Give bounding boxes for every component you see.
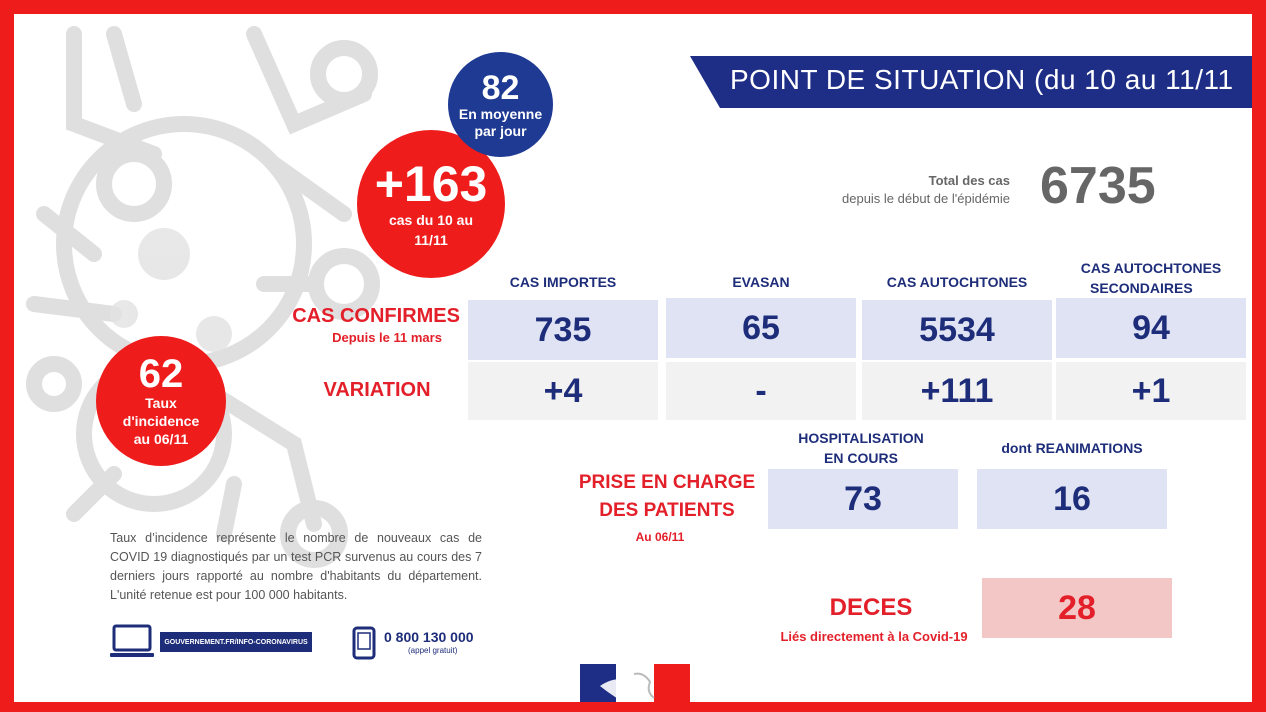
col-header-autochtones: CAS AUTOCHTONES [862, 272, 1052, 292]
average-label-line2: par jour [474, 122, 527, 139]
col-header-evasan-line1: EVASAN [732, 274, 790, 290]
hosp-header-line1: HOSPITALISATION [798, 430, 924, 446]
secondaires-value: 94 [1056, 298, 1246, 358]
imported-variation: +4 [468, 362, 658, 420]
laptop-icon [110, 624, 154, 657]
patients-label-line1: PRISE EN CHARGE [578, 472, 756, 493]
rea-value: 16 [977, 469, 1167, 529]
virus-background-illustration [26, 26, 380, 568]
autochtones-variation: +111 [862, 362, 1052, 420]
total-label-line2: depuis le début de l'épidémie [842, 191, 1010, 206]
col-header-secondaires: CAS AUTOCHTONES SECONDAIRES [1056, 258, 1246, 298]
deaths-label: DECES [829, 594, 913, 621]
new-cases-circle: +163 cas du 10 au 11/11 [357, 130, 505, 278]
average-label-line1: En moyenne [458, 105, 543, 122]
confirmed-sublabel: Depuis le 11 mars [332, 330, 442, 345]
evasan-variation: - [666, 362, 856, 420]
col-header-evasan: EVASAN [666, 272, 856, 292]
new-cases-value: +163 [374, 156, 488, 212]
incidence-label-line3: au 06/11 [133, 431, 189, 447]
autochtones-value: 5534 [862, 300, 1052, 360]
title-banner [690, 56, 1252, 108]
total-label-line1: Total des cas [928, 173, 1010, 188]
banner-title: POINT DE SITUATION (du 10 au 11/11 [730, 64, 1234, 95]
hosp-header-line2: EN COURS [824, 450, 898, 466]
new-cases-label: cas du 10 au 11/11 [388, 212, 474, 248]
phone-note: (appel gratuit) [408, 646, 458, 655]
hosp-header: HOSPITALISATION EN COURS [766, 428, 956, 468]
incidence-note: Taux d’incidence représente le nombre de… [110, 531, 482, 602]
average-value: 82 [481, 68, 520, 107]
col-header-imported-line1: CAS IMPORTES [509, 274, 617, 290]
variation-label: VARIATION [323, 379, 431, 401]
incidence-label-line2: d'incidence [122, 413, 200, 429]
col-header-imported: CAS IMPORTES [468, 272, 658, 292]
deaths-sublabel: Liés directement à la Covid-19 [780, 629, 968, 644]
marianne-logo [580, 664, 690, 702]
confirmed-label: CAS CONFIRMES [292, 305, 460, 327]
website-link[interactable]: GOUVERNEMENT.FR/INFO-CORONAVIRUS [160, 632, 312, 652]
total-value: 6735 [1040, 157, 1156, 215]
imported-value: 735 [468, 300, 658, 360]
patients-label: PRISE EN CHARGE DES PATIENTS [562, 469, 772, 525]
phone-icon [352, 626, 376, 660]
patients-date: Au 06/11 [635, 530, 685, 544]
incidence-value: 62 [138, 352, 184, 396]
incidence-label-line1: Taux [145, 395, 177, 411]
phone-number[interactable]: 0 800 130 000 [384, 629, 474, 645]
patients-label-line2: DES PATIENTS [599, 500, 735, 521]
confirmed-row-label: CAS CONFIRMES Depuis le 11 mars [284, 304, 460, 348]
secondaires-variation: +1 [1056, 362, 1246, 420]
rea-header: dont REANIMATIONS [1001, 440, 1143, 456]
col-header-secondaires-line2: SECONDAIRES [1090, 280, 1193, 296]
col-header-secondaires-line1: CAS AUTOCHTONES [1080, 260, 1222, 276]
total-label: Total des cas depuis le début de l'épidé… [794, 172, 1010, 208]
hosp-value: 73 [768, 469, 958, 529]
deaths-value: 28 [982, 578, 1172, 638]
incidence-circle: 62 Taux d'incidence au 06/11 [96, 336, 226, 466]
average-circle: 82 En moyenne par jour [448, 52, 553, 157]
col-header-autochtones-line1: CAS AUTOCHTONES [886, 274, 1028, 290]
evasan-value: 65 [666, 298, 856, 358]
